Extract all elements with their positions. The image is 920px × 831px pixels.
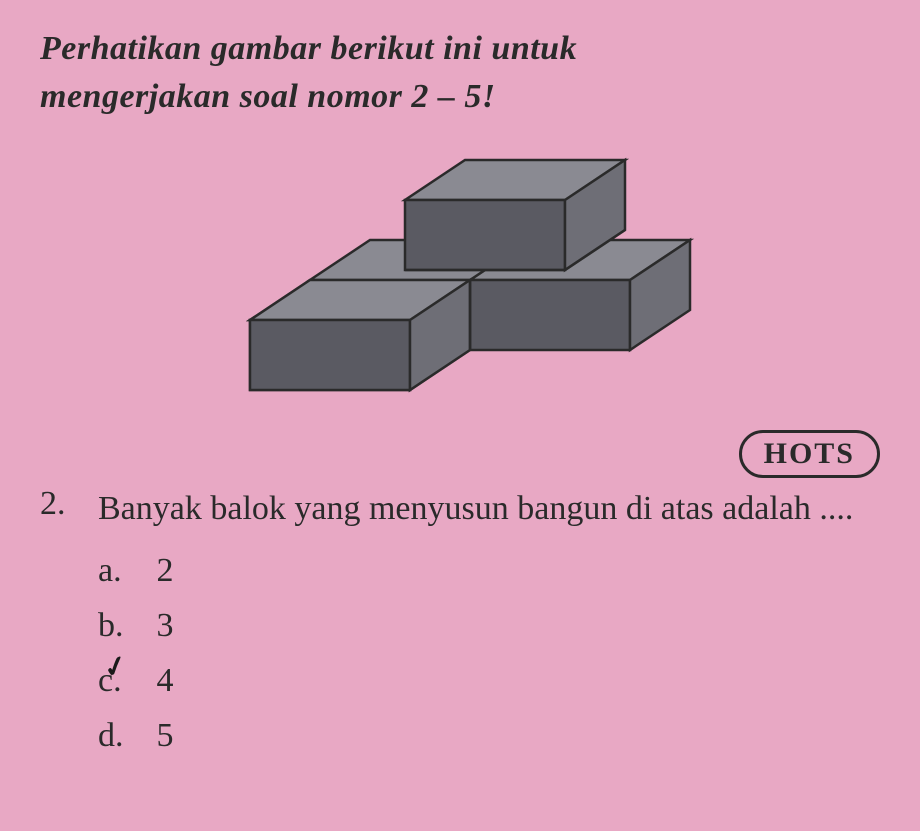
question-content: Banyak balok yang menyusun bangun di ata… xyxy=(98,485,880,765)
option-text-b: 3 xyxy=(157,607,174,644)
option-c: ✓ c. 4 xyxy=(98,655,880,706)
option-letter-d: d. xyxy=(98,710,148,761)
options-list: a. 2 b. 3 ✓ c. 4 d. 5 xyxy=(98,545,880,761)
hots-badge: HOTS xyxy=(739,430,880,478)
question-block: 2. Banyak balok yang menyusun bangun di … xyxy=(40,485,880,765)
option-text-c: 4 xyxy=(157,662,174,699)
block-bottom-left-redraw xyxy=(250,280,470,390)
blocks-diagram xyxy=(210,130,710,440)
instruction-text: Perhatikan gambar berikut ini untuk meng… xyxy=(40,25,880,120)
diagram-container xyxy=(40,130,880,440)
option-d: d. 5 xyxy=(98,710,880,761)
option-letter-c: ✓ c. xyxy=(98,655,148,706)
instruction-line2: mengerjakan soal nomor 2 – 5! xyxy=(40,78,496,115)
option-letter-a: a. xyxy=(98,545,148,596)
option-b: b. 3 xyxy=(98,600,880,651)
option-letter-b: b. xyxy=(98,600,148,651)
option-text-a: 2 xyxy=(157,552,174,589)
instruction-line1: Perhatikan gambar berikut ini untuk xyxy=(40,30,577,67)
hots-label: HOTS xyxy=(764,437,855,470)
question-text: Banyak balok yang menyusun bangun di ata… xyxy=(98,485,880,533)
option-a: a. 2 xyxy=(98,545,880,596)
question-number: 2. xyxy=(40,485,80,765)
option-text-d: 5 xyxy=(157,717,174,754)
